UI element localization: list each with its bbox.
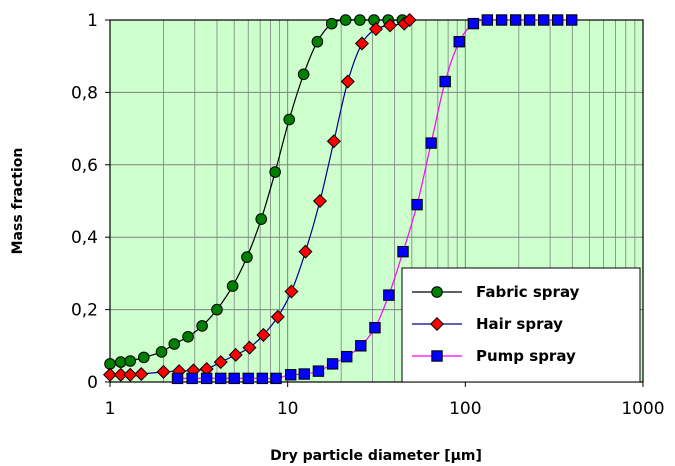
legend-label: Pump spray	[476, 347, 576, 365]
data-point	[383, 18, 398, 33]
data-point	[537, 14, 550, 26]
data-point	[168, 338, 181, 350]
data-point	[402, 12, 417, 28]
data-point	[242, 372, 254, 385]
y-axis-title: Mass fraction	[10, 148, 26, 255]
legend-marker	[431, 350, 443, 362]
data-point	[551, 14, 564, 26]
data-point	[453, 36, 465, 48]
axis-ticks: 1 10 100 1000 0 0,2 0,4 0,6 0,8 1	[71, 11, 665, 419]
legend-label: Hair spray	[476, 315, 563, 333]
data-point	[425, 137, 437, 149]
data-point	[134, 367, 149, 382]
data-point	[383, 289, 395, 301]
data-point	[495, 14, 508, 26]
legend: Fabric spray Hair spray Pump spray	[401, 267, 641, 383]
data-point	[298, 368, 310, 380]
x-axis-title: Dry particle diameter [µm]	[270, 448, 482, 464]
x-tick-label: 100	[449, 399, 481, 419]
data-point	[241, 251, 253, 263]
data-point	[269, 166, 281, 178]
data-point	[102, 367, 118, 382]
data-point	[325, 17, 338, 30]
data-point	[326, 358, 339, 370]
data-point	[228, 347, 243, 362]
x-tick-label: 1000	[621, 399, 664, 419]
data-point	[124, 355, 137, 367]
data-point	[354, 14, 366, 26]
data-point	[255, 213, 268, 225]
data-point	[256, 327, 271, 342]
y-tick-label: 1	[87, 11, 98, 31]
data-point	[467, 17, 480, 30]
data-point	[113, 367, 128, 382]
data-point	[368, 22, 383, 37]
data-point	[123, 367, 138, 382]
x-tick-label: 10	[277, 399, 299, 419]
data-point	[200, 372, 213, 385]
y-tick-label: 0	[87, 373, 98, 393]
data-point	[312, 193, 327, 209]
x-tick-label: 1	[105, 399, 116, 419]
data-point	[226, 280, 239, 292]
data-point	[341, 350, 353, 363]
series-line-0	[109, 19, 403, 365]
data-point	[298, 244, 313, 259]
data-point	[311, 35, 324, 48]
data-point	[566, 14, 578, 26]
data-point	[368, 14, 380, 26]
data-point	[114, 356, 127, 368]
data-point	[481, 14, 494, 26]
y-tick-label: 0,4	[71, 228, 98, 248]
data-point	[439, 75, 451, 88]
data-point	[397, 245, 409, 258]
data-point	[228, 372, 240, 385]
data-point	[104, 358, 116, 370]
data-point	[242, 340, 257, 355]
data-point	[186, 372, 198, 385]
data-point	[270, 372, 282, 385]
data-point	[354, 36, 369, 51]
data-point	[215, 372, 227, 385]
data-point	[138, 351, 150, 364]
data-point	[339, 14, 352, 26]
data-point	[355, 340, 367, 352]
data-point	[155, 346, 168, 358]
data-point	[411, 198, 423, 211]
data-point	[256, 372, 269, 385]
legend-marker	[429, 316, 445, 332]
data-point	[284, 369, 297, 381]
legend-marker	[431, 286, 443, 298]
data-point	[182, 330, 194, 343]
data-point	[211, 303, 223, 316]
data-point	[509, 14, 522, 26]
series-points	[102, 12, 578, 385]
data-point	[326, 134, 341, 149]
data-point	[340, 74, 355, 89]
y-tick-label: 0,2	[71, 301, 98, 321]
legend-label: Fabric spray	[476, 283, 580, 301]
y-tick-label: 0,8	[71, 83, 98, 103]
data-point	[270, 309, 285, 324]
data-point	[297, 68, 310, 81]
y-tick-label: 0,6	[71, 156, 98, 176]
data-point	[369, 322, 381, 334]
data-point	[196, 320, 208, 332]
data-point	[213, 355, 228, 370]
data-point	[171, 372, 184, 385]
data-point	[156, 364, 171, 379]
data-point	[284, 284, 299, 299]
data-point	[523, 14, 536, 26]
data-point	[283, 113, 295, 126]
data-point	[312, 365, 325, 377]
